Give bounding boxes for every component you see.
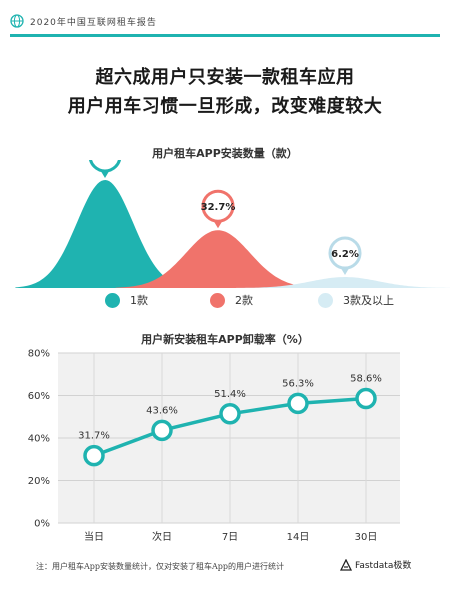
install-chart-title: 用户租车APP安装数量（款） xyxy=(152,147,298,160)
data-label: 31.7% xyxy=(78,431,110,442)
globe-icon xyxy=(10,14,24,28)
y-tick-label: 40% xyxy=(28,434,50,445)
data-point xyxy=(355,387,377,410)
header-title: 2020年中国互联网租车报告 xyxy=(30,17,157,28)
data-label: 51.4% xyxy=(214,389,246,400)
install-count-chart: 61.1% 32.7% 6.2% xyxy=(15,160,450,288)
legend-label-2: 2款 xyxy=(235,294,253,307)
value-callout-3: 6.2% xyxy=(328,236,362,276)
uninstall-rate-chart: 0% 20% 40% 60% 80% 当日 次日 7日 14日 30日 31.7% 43.6% 51.4… xyxy=(28,349,400,543)
legend-item-1: 1款 xyxy=(105,290,148,310)
data-point xyxy=(151,419,173,442)
y-tick-label: 0% xyxy=(34,519,50,530)
data-label: 43.6% xyxy=(146,405,178,416)
area-bump-1 xyxy=(15,180,195,288)
legend-label-1: 1款 xyxy=(130,294,148,307)
y-tick-label: 20% xyxy=(28,476,50,487)
data-point xyxy=(287,392,309,415)
x-tick-label: 次日 xyxy=(152,530,172,543)
x-tick-label: 7日 xyxy=(222,532,238,543)
legend-swatch-2 xyxy=(210,292,225,308)
header-divider xyxy=(10,34,440,37)
data-label: 58.6% xyxy=(350,373,382,384)
y-tick-label: 60% xyxy=(28,391,50,402)
x-tick-label: 30日 xyxy=(355,532,378,543)
uninstall-chart-title: 用户新安装租车APP卸载率（%） xyxy=(141,333,309,346)
brand-logo: Fastdata极数 xyxy=(340,558,411,571)
legend-item-3: 3款及以上 xyxy=(318,290,394,310)
value-callout-2: 32.7% xyxy=(201,189,236,229)
brand-name: Fastdata极数 xyxy=(355,561,412,571)
value-label-3: 6.2% xyxy=(331,249,359,260)
x-tick-label: 当日 xyxy=(84,530,104,543)
legend-item-2: 2款 xyxy=(210,290,253,310)
fastdata-logo-icon xyxy=(340,558,352,571)
data-label: 56.3% xyxy=(282,378,314,389)
value-callout-1: 61.1% xyxy=(88,160,123,178)
x-tick-label: 14日 xyxy=(287,532,310,543)
headline-line-2: 用户用车习惯一旦形成，改变难度较大 xyxy=(67,96,383,117)
legend-swatch-1 xyxy=(105,292,120,308)
y-tick-label: 80% xyxy=(28,349,50,360)
data-point xyxy=(83,444,105,467)
report-header: 2020年中国互联网租车报告 xyxy=(10,10,157,32)
area-bump-2 xyxy=(115,230,321,288)
value-label-2: 32.7% xyxy=(201,202,236,213)
data-point xyxy=(219,403,241,425)
value-label-1: 61.1% xyxy=(88,160,123,163)
legend-label-3: 3款及以上 xyxy=(343,294,394,307)
area-bump-3 xyxy=(236,277,450,288)
legend-swatch-3 xyxy=(318,292,333,308)
footnote: 注：用户租车App安装数量统计，仅对安装了租车App的用户进行统计 xyxy=(36,562,285,571)
headline-line-1: 超六成用户只安装一款租车应用 xyxy=(95,67,355,88)
